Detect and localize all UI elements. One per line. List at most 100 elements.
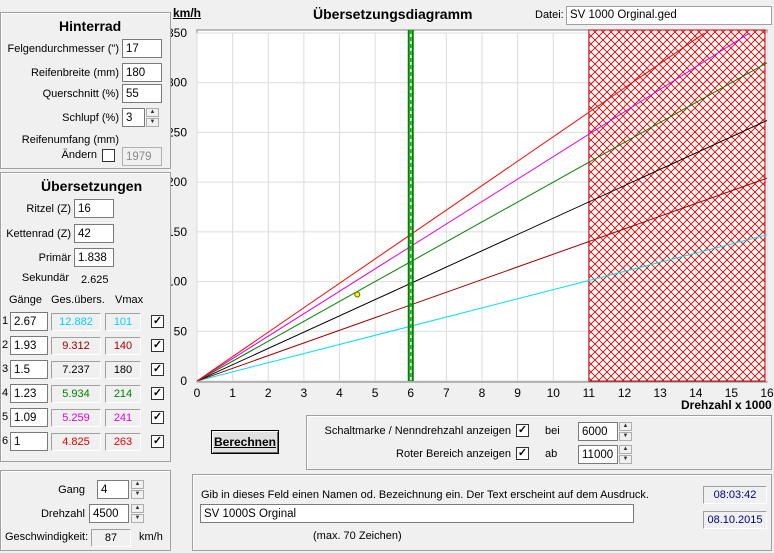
name-input[interactable]: SV 1000S Orginal [200,504,634,523]
time-display: 08:03:42 [703,486,767,504]
ab-spinner[interactable]: ▲ ▼ [619,445,632,464]
spin-down-icon[interactable]: ▼ [619,432,632,441]
gear-ratio-input[interactable]: 1.09 [10,408,48,427]
spin-down-icon[interactable]: ▼ [131,514,144,523]
x-tick-label: 4 [336,386,343,400]
x-tick-label: 14 [689,386,703,400]
y-tick-label: 100 [171,275,187,289]
spin-up-icon[interactable]: ▲ [146,108,159,117]
roter-label: Roter Bereich anzeigen [396,448,511,460]
bei-spinner[interactable]: ▲ ▼ [619,422,632,441]
max-hint: (max. 70 Zeichen) [313,530,402,542]
reifenbreite-label: Reifenbreite (mm) [30,67,119,79]
y-tick-label: 350 [171,26,187,40]
settings-panel: Schaltmarke / Nenndrehzahl anzeigen ✓ be… [306,415,772,470]
gear-visible-checkbox[interactable]: ✓ [151,387,164,400]
ritzel-input[interactable]: 16 [74,199,114,218]
gear-total-ratio: 9.312 [51,337,101,355]
schlupf-spinner[interactable]: ▲ ▼ [146,108,159,127]
gear-number: 4 [2,387,9,399]
gang-input[interactable]: 4 [97,480,129,499]
datei-value: SV 1000 Orginal.ged [566,6,772,25]
x-tick-label: 16 [760,386,774,400]
reifenumfang-input: 1979 [122,147,162,166]
spin-down-icon[interactable]: ▼ [146,118,159,127]
kettenrad-input[interactable]: 42 [74,224,114,243]
schaltmarke-checkbox[interactable]: ✓ [516,424,529,437]
aendern-label: Ändern [61,149,97,161]
gear-ratio-input[interactable]: 1.93 [10,336,48,355]
x-tick-label: 11 [583,386,596,400]
gear-visible-checkbox[interactable]: ✓ [151,315,164,328]
gear-row: 6 1 4.825 263 ✓ [1,432,171,452]
querschnitt-label: Querschnitt (%) [42,88,119,100]
gang-label: Gang [58,484,85,496]
chart-area: km/h Übersetzungsdiagramm Datei: SV 1000… [171,0,774,412]
gang-spinner[interactable]: ▲ ▼ [131,480,144,499]
xlabel: Drehzahl x 1000 [681,398,772,412]
schlupf-input[interactable]: 3 [122,108,145,127]
y-tick-label: 300 [171,76,187,90]
drehzahl-input[interactable]: 4500 [89,504,129,523]
spin-up-icon[interactable]: ▲ [619,445,632,454]
col-gaenge: Gänge [9,294,43,306]
col-ges: Ges.übers. [51,294,105,306]
gear-visible-checkbox[interactable]: ✓ [151,363,164,376]
hinterrad-title: Hinterrad [59,18,122,34]
primaer-input[interactable]: 1.838 [74,248,114,267]
uebersetzungen-title: Übersetzungen [41,178,143,194]
x-tick-label: 3 [301,386,308,400]
gear-vmax: 180 [105,361,141,379]
geschw-value: 87 [91,529,131,547]
spin-up-icon[interactable]: ▲ [619,422,632,431]
spin-down-icon[interactable]: ▼ [131,490,144,499]
gear-ratio-input[interactable]: 1 [10,432,48,451]
gear-number: 2 [2,339,9,351]
felgen-input[interactable]: 17 [122,39,162,58]
gear-total-ratio: 5.934 [51,385,101,403]
spin-up-icon[interactable]: ▲ [131,504,144,513]
primaer-label: Primär [38,252,71,264]
drehzahl-label: Drehzahl [40,508,85,520]
drehzahl-spinner[interactable]: ▲ ▼ [131,504,144,523]
ritzel-label: Ritzel (Z) [26,203,71,215]
bei-input[interactable]: 6000 [578,422,618,441]
notes-hint: Gib in dieses Feld einen Namen od. Bezei… [201,489,649,501]
roter-checkbox[interactable]: ✓ [516,447,529,460]
gear-chart: 0123456789101112131415160501001502002503… [171,26,774,400]
bei-label: bei [545,425,560,437]
x-tick-label: 12 [618,386,632,400]
gear-visible-checkbox[interactable]: ✓ [151,339,164,352]
gear-vmax: 241 [105,409,141,427]
uebersetzungen-panel: Übersetzungen Ritzel (Z) 16 Kettenrad (Z… [0,172,171,462]
gear-row: 4 1.23 5.934 214 ✓ [1,384,171,404]
y-tick-label: 250 [171,125,187,139]
querschnitt-input[interactable]: 55 [122,84,162,103]
x-tick-label: 7 [443,386,450,400]
geschw-unit: km/h [139,531,163,543]
y-tick-label: 200 [171,175,187,189]
gear-row: 1 2.67 12.882 101 ✓ [1,312,171,332]
gear-ratio-input[interactable]: 2.67 [10,312,48,331]
gear-ratio-input[interactable]: 1.23 [10,384,48,403]
spin-up-icon[interactable]: ▲ [131,480,144,489]
ylabel: km/h [173,6,202,20]
gear-visible-checkbox[interactable]: ✓ [151,411,164,424]
y-tick-label: 150 [171,225,187,239]
x-tick-label: 5 [372,386,379,400]
gear-number: 5 [2,411,9,423]
x-tick-label: 0 [194,386,201,400]
ab-input[interactable]: 11000 [578,445,618,464]
gear-ratio-input[interactable]: 1.5 [10,360,48,379]
kettenrad-label: Kettenrad (Z) [6,228,71,240]
hinterrad-panel: Hinterrad Felgendurchmesser (") 17 Reife… [0,12,171,169]
gear-vmax: 263 [105,433,141,451]
gear-visible-checkbox[interactable]: ✓ [151,435,164,448]
gear-row: 5 1.09 5.259 241 ✓ [1,408,171,428]
spin-down-icon[interactable]: ▼ [619,455,632,464]
aendern-checkbox[interactable] [102,149,115,162]
berechnen-button[interactable]: Berechnen [211,430,279,454]
reifenbreite-input[interactable]: 180 [122,63,162,82]
gear-number: 1 [2,315,9,327]
datei-label: Datei: [535,9,564,21]
